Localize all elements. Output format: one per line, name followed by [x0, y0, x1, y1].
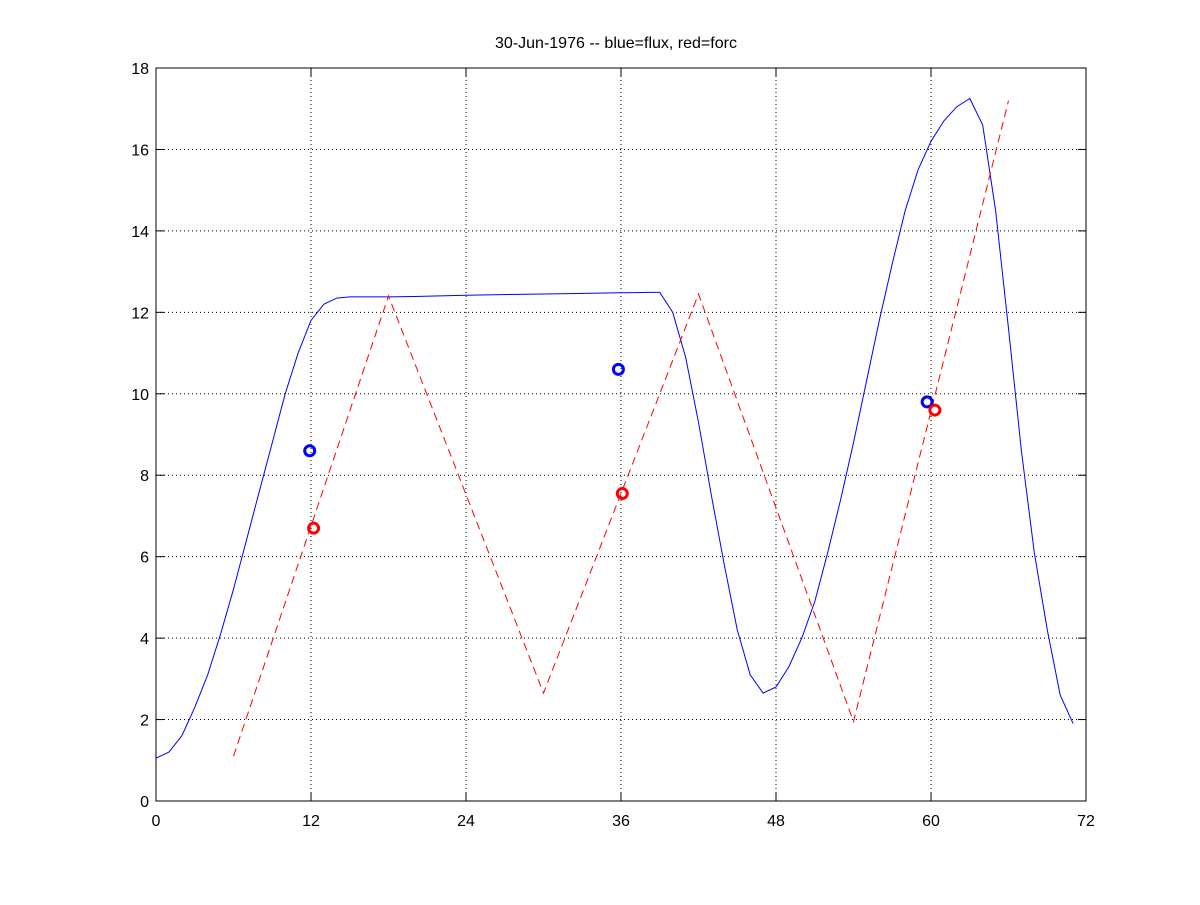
x-tick-label: 0 [152, 813, 161, 830]
data-point-marker [611, 362, 625, 376]
y-tick-label: 18 [131, 61, 149, 78]
y-tick-label: 10 [131, 387, 149, 404]
chart-title: 30-Jun-1976 -- blue=flux, red=forc [495, 35, 737, 52]
series-layer [155, 97, 1074, 759]
data-point-marker [307, 521, 321, 535]
data-point-marker [615, 487, 629, 501]
y-tick-label: 8 [140, 468, 149, 485]
data-point-marker [303, 444, 317, 458]
x-tick-label: 24 [457, 813, 475, 830]
flux-series-line [155, 97, 1074, 759]
y-tick-label: 14 [131, 224, 149, 241]
data-point-marker [928, 403, 942, 417]
y-tick-label: 6 [140, 550, 149, 567]
y-tick-label: 16 [131, 142, 149, 159]
x-tick-label: 48 [767, 813, 785, 830]
forc-series-line [233, 100, 1009, 757]
plot-area-frame [155, 67, 1087, 802]
x-tick-label: 60 [922, 813, 940, 830]
grid-lines [156, 68, 1086, 801]
y-tick-label: 0 [140, 794, 149, 811]
y-tick-label: 2 [140, 713, 149, 730]
y-tick-label: 4 [140, 631, 149, 648]
y-tick-label: 12 [131, 305, 149, 322]
x-tick-label: 12 [302, 813, 320, 830]
data-point-marker [920, 395, 934, 409]
x-tick-label: 72 [1077, 813, 1095, 830]
x-tick-label: 36 [612, 813, 630, 830]
